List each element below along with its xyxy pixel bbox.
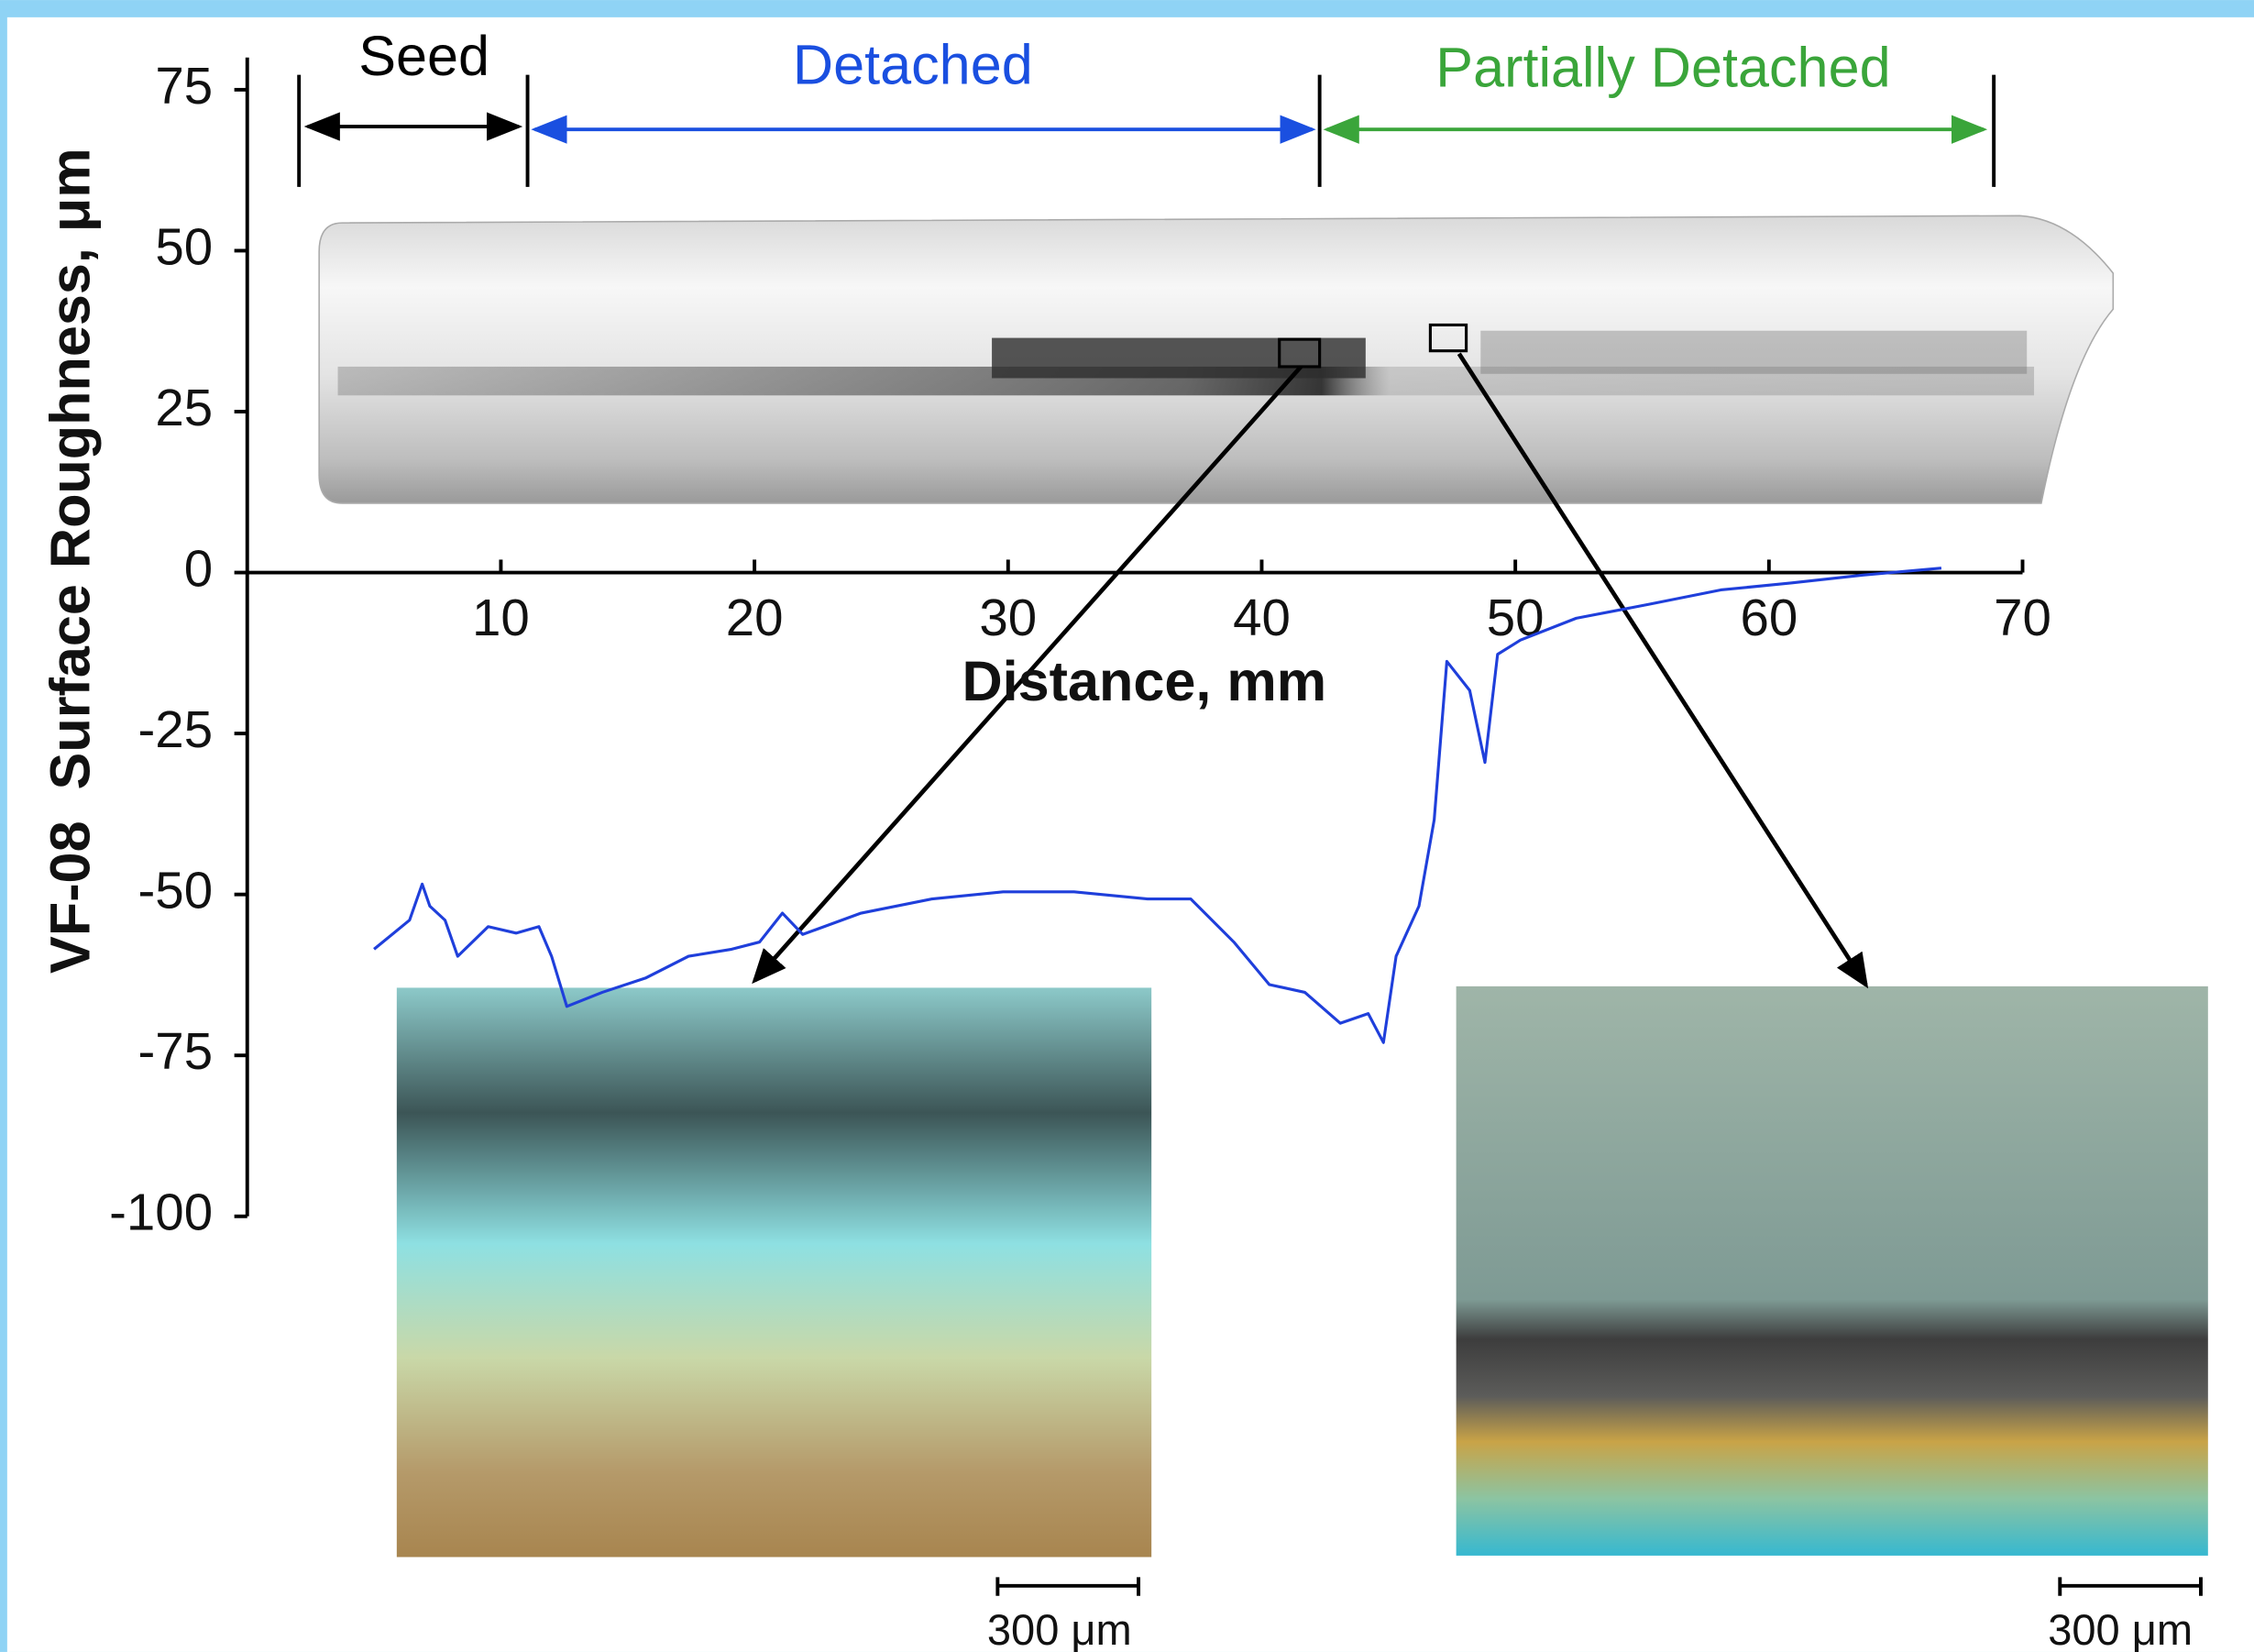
- scale-bar: [2058, 1577, 2203, 1596]
- scale-label: 300 μm: [2048, 1605, 2193, 1652]
- x-tick-label: 30: [979, 589, 1037, 646]
- rod-photo: [318, 215, 2115, 504]
- y-tick-label: -100: [109, 1184, 213, 1241]
- roughness-line: [373, 567, 1942, 1044]
- annotation: Detached: [793, 33, 1033, 95]
- y-tick-label: -25: [138, 700, 214, 758]
- scale-bar: [995, 1577, 1141, 1596]
- x-tick-label: 20: [726, 589, 784, 646]
- x-tick-label: 60: [1740, 589, 1798, 646]
- x-tick-label: 50: [1487, 589, 1545, 646]
- y-tick-label: 50: [155, 217, 213, 275]
- x-axis-label: Distance, mm: [962, 650, 1326, 712]
- region-brackets: [297, 74, 1996, 187]
- annotation: Partially Detached: [1435, 37, 1890, 99]
- micrograph-detached: [396, 987, 1152, 1558]
- y-tick-label: 0: [184, 539, 213, 597]
- micrograph-partially-detached: [1456, 986, 2208, 1556]
- y-axis-label: VF-08 Surface Roughness, μm: [39, 148, 102, 974]
- x-tick-label: 40: [1233, 589, 1291, 646]
- y-tick-label: -75: [138, 1022, 214, 1080]
- zoom-arrow: [1457, 352, 1869, 989]
- y-tick-label: -50: [138, 862, 214, 920]
- scale-label: 300 μm: [987, 1605, 1132, 1652]
- x-tick-label: 70: [1994, 589, 2051, 646]
- y-tick-label: 75: [155, 57, 213, 115]
- zoom-arrow: [752, 365, 1303, 985]
- annotation: Seed: [358, 25, 489, 87]
- y-tick-label: 25: [155, 379, 213, 436]
- x-tick-label: 10: [472, 589, 530, 646]
